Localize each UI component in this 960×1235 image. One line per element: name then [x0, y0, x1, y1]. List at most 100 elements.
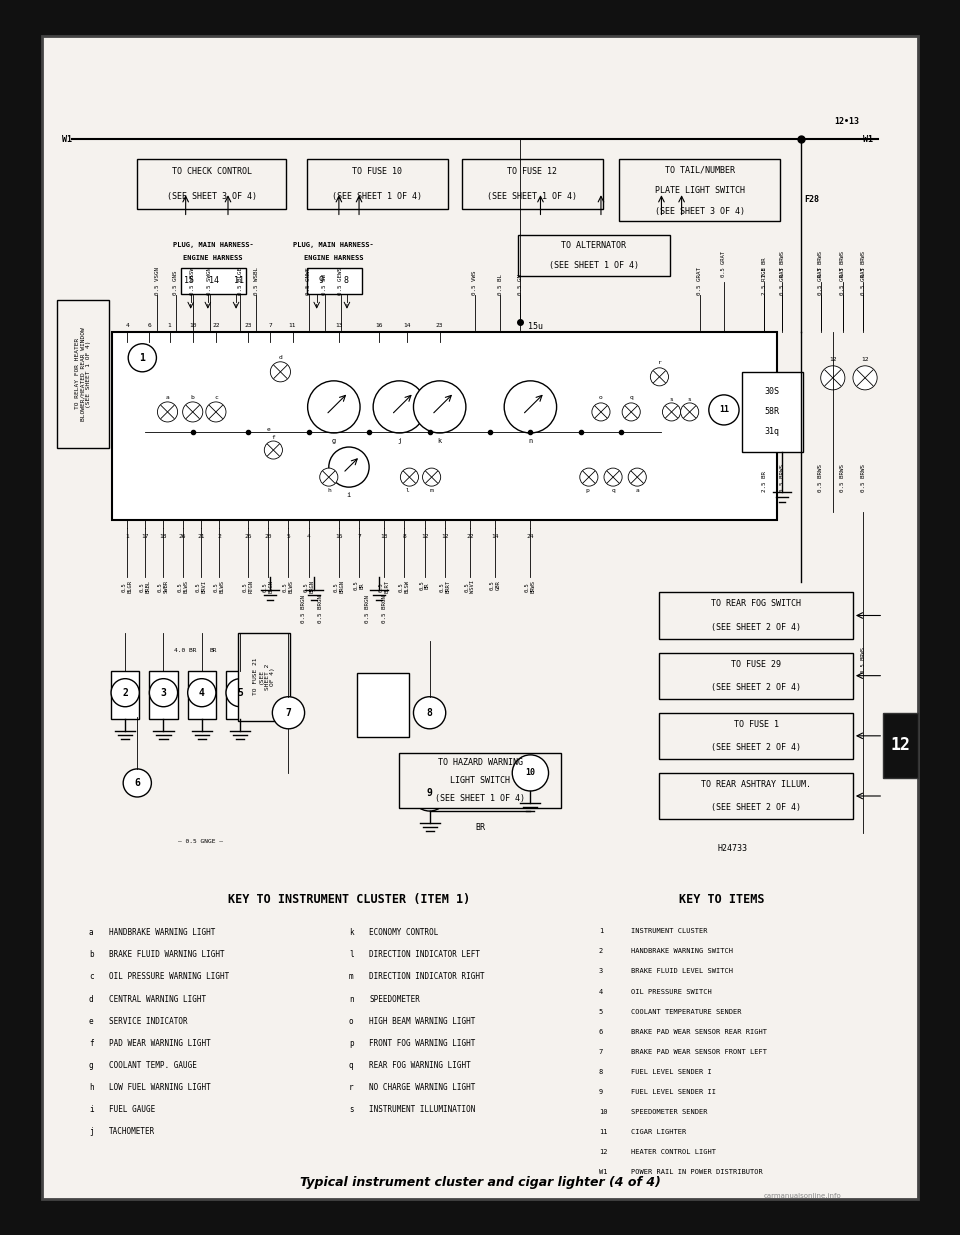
Text: (SEE SHEET 3 OF 4): (SEE SHEET 3 OF 4)	[167, 193, 257, 201]
Text: 24: 24	[527, 535, 534, 540]
Text: 58R: 58R	[765, 408, 780, 416]
Text: 13: 13	[380, 535, 388, 540]
Text: 11: 11	[599, 1129, 608, 1135]
Text: KEY TO ITEMS: KEY TO ITEMS	[679, 893, 765, 906]
Circle shape	[681, 403, 699, 421]
Circle shape	[129, 343, 156, 372]
Text: 22: 22	[467, 535, 473, 540]
Text: a: a	[636, 488, 639, 493]
Text: TO FUSE 29: TO FUSE 29	[732, 659, 781, 668]
Circle shape	[628, 468, 646, 487]
Bar	[660, 773, 853, 819]
Text: 10: 10	[189, 322, 197, 327]
Bar	[399, 753, 561, 808]
Text: 0.5
BRGN: 0.5 BRGN	[303, 580, 314, 593]
Text: 12•13: 12•13	[834, 116, 859, 126]
Text: l: l	[349, 951, 353, 960]
Text: 11: 11	[289, 322, 297, 327]
Text: 7: 7	[599, 1049, 603, 1055]
Text: 0.5
BLWS: 0.5 BLWS	[178, 580, 188, 593]
Text: 0.5
BLRT: 0.5 BLRT	[379, 580, 390, 593]
Text: 0.5 BRWS: 0.5 BRWS	[860, 251, 866, 277]
Text: 0.5 SWGN: 0.5 SWGN	[207, 267, 212, 295]
Text: 0.5 BRGN: 0.5 BRGN	[318, 594, 324, 622]
Circle shape	[662, 403, 681, 421]
Text: 15u: 15u	[528, 322, 543, 331]
Text: 8: 8	[599, 1068, 603, 1074]
Text: TO RELAY FOR HEATER
BLOWER/HEATED REAR WINDOW
(SEE SHEET 1 OF 4): TO RELAY FOR HEATER BLOWER/HEATED REAR W…	[75, 327, 91, 421]
Text: 14: 14	[403, 322, 411, 327]
Text: a: a	[166, 395, 169, 400]
Text: i: i	[89, 1105, 93, 1114]
Text: 3: 3	[160, 688, 166, 698]
Circle shape	[328, 447, 370, 487]
Circle shape	[821, 366, 845, 390]
Text: s: s	[670, 396, 673, 401]
Text: 0.5 BRWS: 0.5 BRWS	[860, 464, 866, 493]
Text: 31q: 31q	[765, 427, 780, 436]
Text: q: q	[349, 1061, 353, 1070]
Text: 0.5
BLGR: 0.5 BLGR	[122, 580, 132, 593]
Text: 5: 5	[599, 1009, 603, 1015]
Bar	[660, 593, 853, 638]
Circle shape	[123, 769, 152, 797]
Text: 18: 18	[159, 535, 167, 540]
Circle shape	[853, 366, 877, 390]
Text: 7: 7	[285, 708, 292, 718]
Bar	[226, 671, 254, 719]
Text: — 0.5 GNGE —: — 0.5 GNGE —	[178, 839, 223, 844]
Text: 8: 8	[402, 535, 406, 540]
Circle shape	[708, 395, 739, 425]
Circle shape	[182, 401, 203, 422]
Text: SPEEDOMETER: SPEEDOMETER	[369, 994, 420, 1004]
Text: a: a	[89, 929, 93, 937]
Text: 3: 3	[599, 968, 603, 974]
Text: 12: 12	[441, 535, 448, 540]
Text: 0.5 GRAT: 0.5 GRAT	[840, 267, 846, 295]
Text: FRONT FOG WARNING LIGHT: FRONT FOG WARNING LIGHT	[369, 1039, 475, 1047]
Bar	[180, 268, 246, 294]
Text: (SEE SHEET 1 OF 4): (SEE SHEET 1 OF 4)	[549, 261, 639, 270]
Bar	[518, 236, 669, 275]
Text: k: k	[349, 929, 353, 937]
Text: 9    8: 9 8	[319, 277, 348, 285]
Text: 0.5 GNWS: 0.5 GNWS	[306, 267, 311, 295]
Text: TO FUSE 10: TO FUSE 10	[352, 167, 402, 177]
Circle shape	[320, 468, 338, 487]
Text: i: i	[347, 493, 351, 498]
Circle shape	[264, 441, 282, 459]
Text: 26: 26	[245, 535, 252, 540]
Bar	[660, 713, 853, 758]
Text: TACHOMETER: TACHOMETER	[109, 1126, 156, 1136]
Text: CIGAR LIGHTER: CIGAR LIGHTER	[632, 1129, 686, 1135]
Bar	[660, 652, 853, 699]
Bar	[742, 372, 803, 452]
Text: (SEE SHEET 1 OF 4): (SEE SHEET 1 OF 4)	[488, 193, 577, 201]
Text: W1: W1	[61, 135, 72, 143]
Text: 0.5
BRBL: 0.5 BRBL	[140, 580, 151, 593]
Text: 0.5 BRWS: 0.5 BRWS	[780, 464, 785, 493]
Text: 12: 12	[890, 736, 910, 753]
Text: CENTRAL WARNING LIGHT: CENTRAL WARNING LIGHT	[109, 994, 206, 1004]
Text: 0.5
BLWS: 0.5 BLWS	[283, 580, 294, 593]
Text: BRAKE PAD WEAR SENSOR REAR RIGHT: BRAKE PAD WEAR SENSOR REAR RIGHT	[632, 1029, 767, 1035]
Text: 6: 6	[134, 778, 140, 788]
Text: j: j	[89, 1126, 93, 1136]
Text: COOLANT TEMPERATURE SENDER: COOLANT TEMPERATURE SENDER	[632, 1009, 742, 1015]
Text: HANDBRAKE WARNING SWITCH: HANDBRAKE WARNING SWITCH	[632, 948, 733, 955]
Text: OIL PRESSURE SWITCH: OIL PRESSURE SWITCH	[632, 988, 712, 994]
Circle shape	[412, 774, 447, 811]
Text: KEY TO INSTRUMENT CLUSTER (ITEM 1): KEY TO INSTRUMENT CLUSTER (ITEM 1)	[228, 893, 470, 906]
Text: 9: 9	[599, 1089, 603, 1094]
Text: 2: 2	[599, 948, 603, 955]
Text: INSTRUMENT CLUSTER: INSTRUMENT CLUSTER	[632, 929, 708, 935]
Text: 0.5 BRWS: 0.5 BRWS	[840, 464, 846, 493]
Text: TO REAR ASHTRAY ILLUM.: TO REAR ASHTRAY ILLUM.	[701, 781, 811, 789]
Text: 0.5 BLGE: 0.5 BLGE	[237, 267, 243, 295]
Circle shape	[188, 679, 216, 706]
Circle shape	[226, 679, 254, 706]
Circle shape	[307, 380, 360, 433]
Circle shape	[150, 679, 178, 706]
Text: j: j	[397, 438, 401, 445]
Circle shape	[650, 368, 668, 385]
